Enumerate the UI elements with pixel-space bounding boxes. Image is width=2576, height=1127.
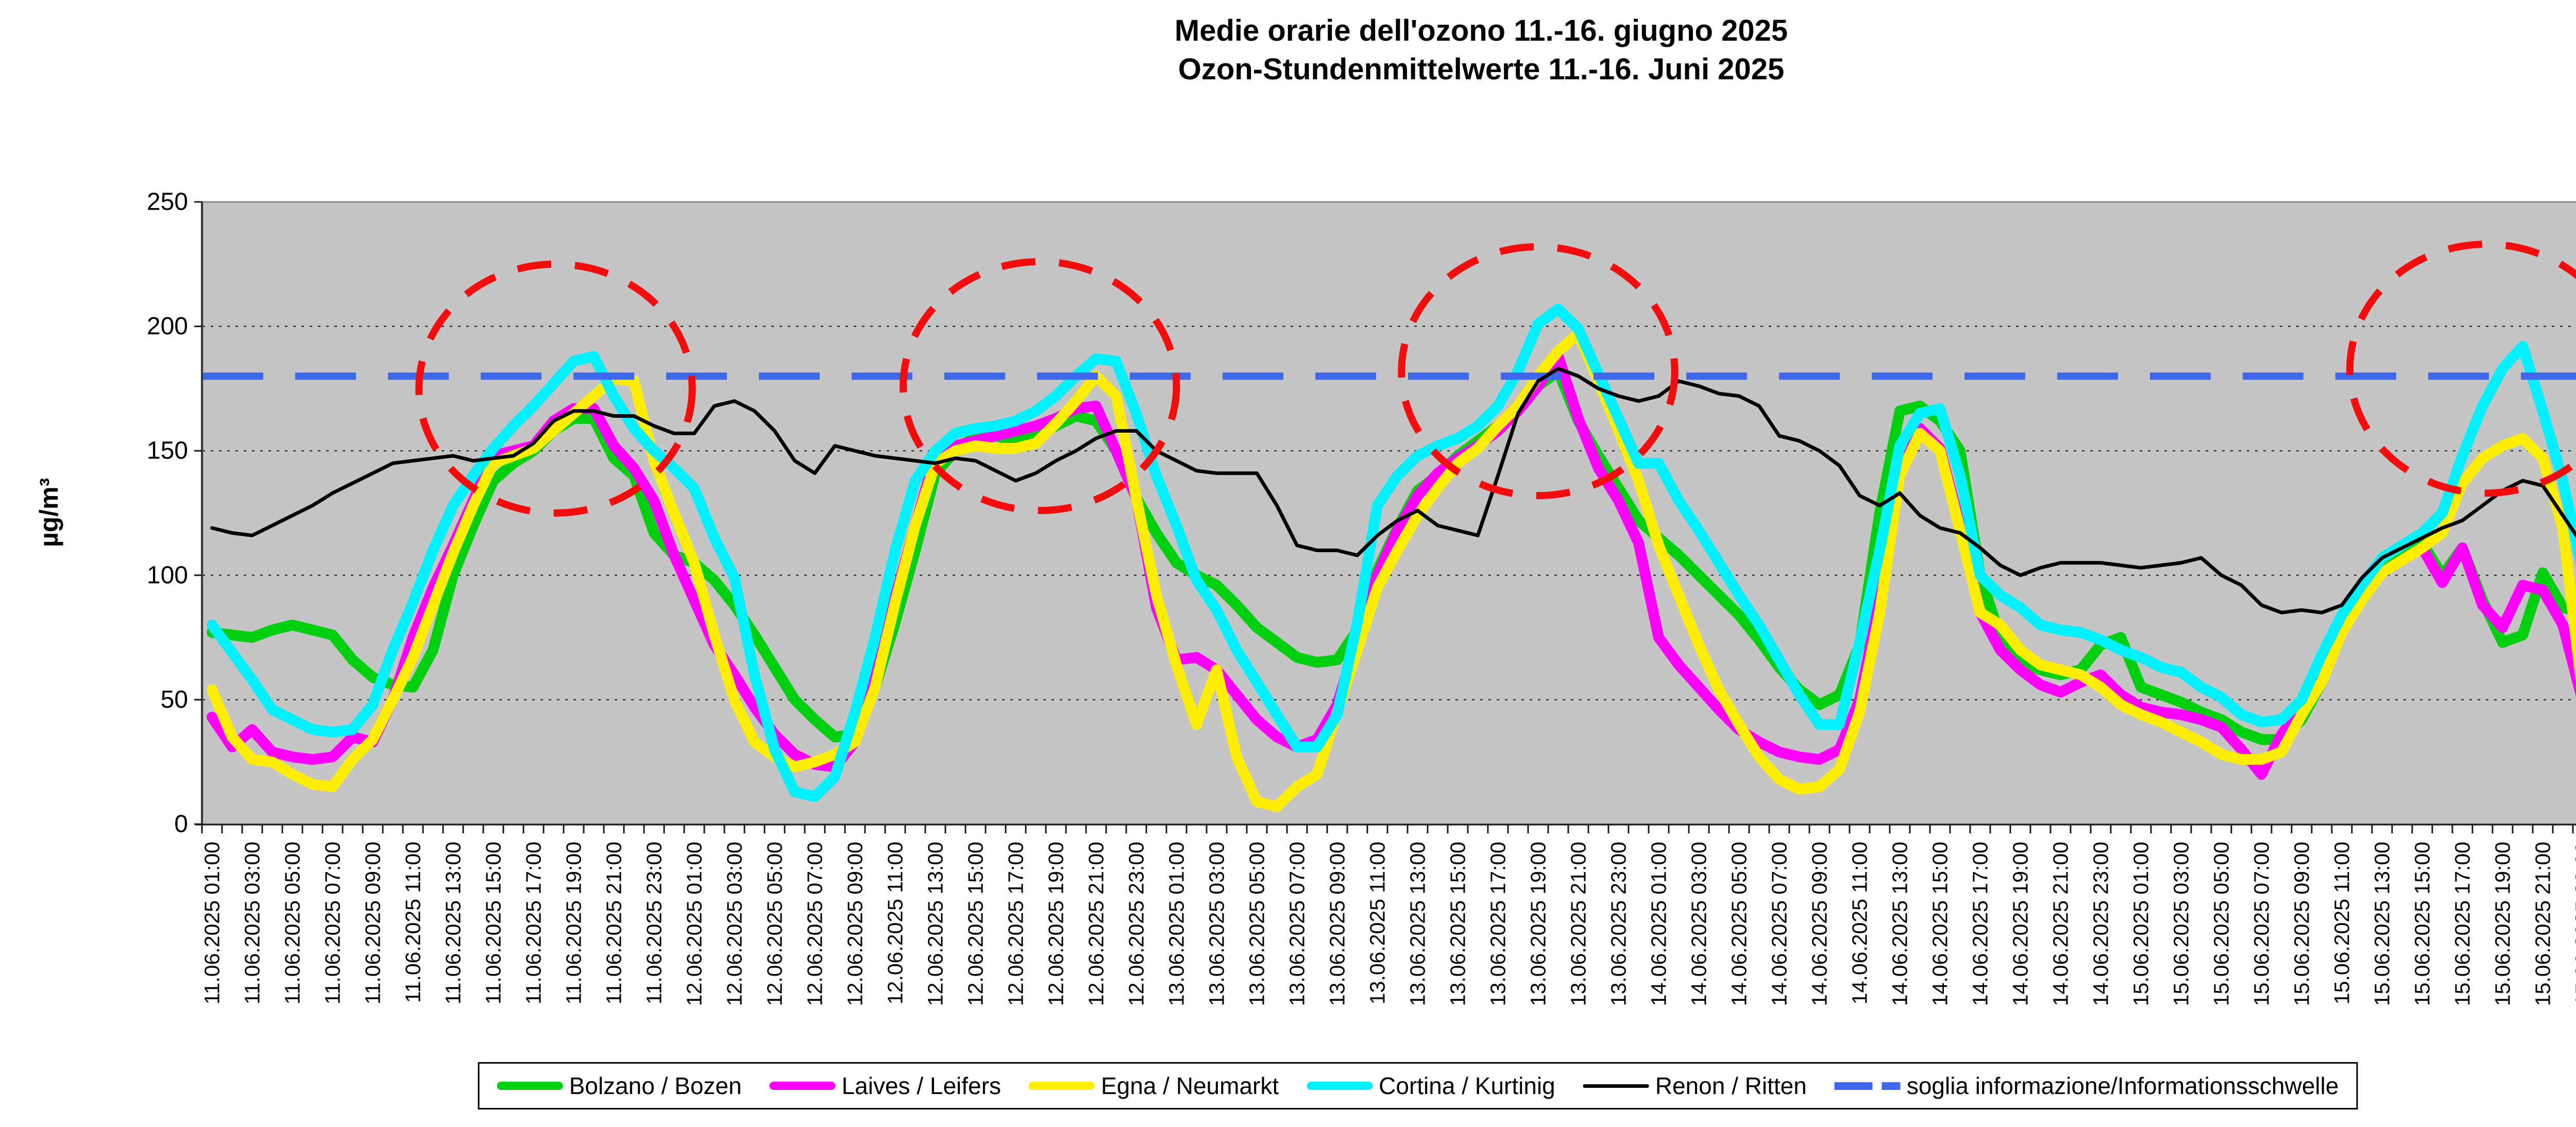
x-tick-label: 13.06.2025 21:00 bbox=[1567, 842, 1590, 1006]
series-line-egna-neumarkt bbox=[207, 328, 2576, 812]
legend-line-marker bbox=[1307, 1082, 1373, 1090]
x-tick-label: 11.06.2025 13:00 bbox=[442, 842, 465, 1004]
y-tick-label: 100 bbox=[147, 561, 188, 589]
legend-item-bolzano-bozen-label: Bolzano / Bozen bbox=[569, 1072, 742, 1099]
legend-dashed-line-marker bbox=[1834, 1082, 1901, 1090]
plot-area bbox=[201, 201, 2576, 825]
x-tick-label: 13.06.2025 07:00 bbox=[1285, 842, 1309, 1006]
x-tick-label: 12.06.2025 09:00 bbox=[843, 842, 867, 1006]
x-tick-label: 14.06.2025 07:00 bbox=[1768, 842, 1791, 1006]
x-tick-label: 15.06.2025 09:00 bbox=[2290, 842, 2314, 1006]
x-tick-label: 13.06.2025 19:00 bbox=[1527, 842, 1550, 1006]
x-tick-label: 13.06.2025 17:00 bbox=[1486, 842, 1510, 1006]
x-tick-label: 12.06.2025 01:00 bbox=[683, 842, 706, 1006]
x-tick-label: 12.06.2025 07:00 bbox=[803, 842, 827, 1006]
x-tick-label: 15.06.2025 23:00 bbox=[2571, 842, 2576, 1006]
x-tick-label: 15.06.2025 11:00 bbox=[2330, 842, 2354, 1004]
x-tick-label: 14.06.2025 17:00 bbox=[1969, 842, 1992, 1006]
x-tick-label: 11.06.2025 21:00 bbox=[602, 842, 626, 1004]
x-tick-label: 13.06.2025 01:00 bbox=[1165, 842, 1189, 1006]
x-tick-label: 11.06.2025 23:00 bbox=[642, 842, 666, 1004]
highlight-ellipse-3 bbox=[1398, 243, 1679, 500]
x-tick-label: 14.06.2025 15:00 bbox=[1928, 842, 1952, 1006]
x-tick-label: 15.06.2025 15:00 bbox=[2411, 842, 2434, 1006]
x-tick-label: 11.06.2025 17:00 bbox=[522, 842, 546, 1004]
chart-legend: Bolzano / Bozen Laives / Leifers Egna / Ne… bbox=[478, 1062, 2358, 1109]
x-tick-label: 12.06.2025 19:00 bbox=[1044, 842, 1068, 1006]
x-tick-label: 11.06.2025 07:00 bbox=[321, 842, 345, 1004]
x-tick-label: 11.06.2025 11:00 bbox=[401, 842, 425, 1003]
legend-item-laives-leifers-label: Laives / Leifers bbox=[841, 1072, 1001, 1099]
x-tick-label: 14.06.2025 01:00 bbox=[1647, 842, 1671, 1006]
x-tick-label: 15.06.2025 03:00 bbox=[2170, 842, 2193, 1006]
legend-item-cortina-kurtinig: Cortina / Kurtinig bbox=[1307, 1072, 1555, 1100]
x-tick-label: 11.06.2025 15:00 bbox=[482, 842, 505, 1004]
x-tick-label: 14.06.2025 21:00 bbox=[2049, 842, 2073, 1006]
legend-item-bolzano-bozen: Bolzano / Bozen bbox=[497, 1072, 742, 1100]
x-tick-label: 15.06.2025 13:00 bbox=[2370, 842, 2394, 1006]
legend-line-marker bbox=[769, 1082, 836, 1090]
x-tick-label: 15.06.2025 01:00 bbox=[2129, 842, 2153, 1006]
legend-item-renon-ritten: Renon / Ritten bbox=[1583, 1072, 1807, 1100]
x-tick-label: 12.06.2025 21:00 bbox=[1084, 842, 1108, 1006]
legend-item-egna-neumarkt-label: Egna / Neumarkt bbox=[1100, 1072, 1279, 1099]
legend-line-marker bbox=[1028, 1082, 1095, 1090]
y-tick-label: 0 bbox=[174, 811, 188, 838]
x-tick-label: 14.06.2025 05:00 bbox=[1727, 842, 1751, 1006]
series-line-renon-ritten bbox=[210, 367, 2576, 614]
highlight-ellipse-4 bbox=[2346, 241, 2576, 497]
chart-title-line-italian: Medie orarie dell'ozono 11.-16. giugno 2… bbox=[1174, 14, 1788, 47]
x-tick-label: 13.06.2025 13:00 bbox=[1406, 842, 1430, 1006]
legend-item-threshold-label: soglia informazione/Informationsschwelle bbox=[1906, 1072, 2339, 1099]
x-tick-label: 12.06.2025 11:00 bbox=[884, 842, 907, 1004]
x-tick-label: 14.06.2025 13:00 bbox=[1888, 842, 1912, 1006]
y-tick-label: 50 bbox=[161, 686, 188, 713]
x-tick-label: 12.06.2025 15:00 bbox=[964, 842, 988, 1006]
x-tick-label: 12.06.2025 17:00 bbox=[1004, 842, 1028, 1006]
legend-item-laives-leifers: Laives / Leifers bbox=[769, 1072, 1001, 1100]
x-tick-label: 11.06.2025 09:00 bbox=[361, 842, 385, 1004]
x-tick-label: 15.06.2025 17:00 bbox=[2451, 842, 2475, 1006]
x-tick-label: 15.06.2025 05:00 bbox=[2210, 842, 2233, 1006]
highlight-ellipse-2 bbox=[900, 258, 1180, 515]
y-tick-label: 250 bbox=[147, 189, 188, 216]
chart-title: Medie orarie dell'ozono 11.-16. giugno 2… bbox=[206, 11, 2576, 89]
x-tick-label: 11.06.2025 01:00 bbox=[200, 842, 224, 1004]
x-tick-label: 12.06.2025 23:00 bbox=[1125, 842, 1148, 1006]
x-tick-label: 12.06.2025 05:00 bbox=[763, 842, 787, 1006]
x-tick-label: 15.06.2025 19:00 bbox=[2491, 842, 2515, 1006]
x-tick-label: 13.06.2025 05:00 bbox=[1245, 842, 1269, 1006]
series-line-cortina-kurtinig bbox=[207, 303, 2576, 802]
legend-item-egna-neumarkt: Egna / Neumarkt bbox=[1028, 1072, 1279, 1100]
x-tick-label: 14.06.2025 03:00 bbox=[1687, 842, 1711, 1006]
x-tick-label: 13.06.2025 03:00 bbox=[1205, 842, 1229, 1006]
legend-item-threshold: soglia informazione/Informationsschwelle bbox=[1834, 1072, 2339, 1100]
x-tick-label: 15.06.2025 21:00 bbox=[2531, 842, 2555, 1006]
x-tick-label: 15.06.2025 07:00 bbox=[2250, 842, 2274, 1006]
x-tick-label: 11.06.2025 03:00 bbox=[241, 842, 264, 1004]
x-tick-label: 11.06.2025 19:00 bbox=[562, 842, 586, 1004]
legend-line-marker bbox=[497, 1082, 563, 1090]
x-tick-label: 12.06.2025 03:00 bbox=[723, 842, 747, 1006]
y-tick-label: 200 bbox=[147, 313, 188, 340]
y-tick-label: 150 bbox=[147, 437, 188, 465]
x-tick-label: 11.06.2025 05:00 bbox=[281, 842, 304, 1004]
legend-item-cortina-kurtinig-label: Cortina / Kurtinig bbox=[1379, 1072, 1555, 1099]
legend-item-renon-ritten-label: Renon / Ritten bbox=[1655, 1072, 1807, 1099]
x-tick-label: 13.06.2025 09:00 bbox=[1326, 842, 1349, 1006]
x-tick-label: 14.06.2025 19:00 bbox=[2009, 842, 2032, 1006]
highlight-ellipse-1 bbox=[415, 260, 696, 517]
x-tick-label: 14.06.2025 09:00 bbox=[1808, 842, 1832, 1006]
chart-title-line-german: Ozon-Stundenmittelwerte 11.-16. Juni 202… bbox=[1178, 53, 1785, 87]
x-tick-label: 13.06.2025 11:00 bbox=[1366, 842, 1389, 1004]
x-tick-label: 12.06.2025 13:00 bbox=[924, 842, 947, 1006]
x-tick-label: 13.06.2025 23:00 bbox=[1607, 842, 1631, 1006]
x-tick-label: 13.06.2025 15:00 bbox=[1446, 842, 1470, 1006]
x-tick-label: 14.06.2025 11:00 bbox=[1848, 842, 1872, 1004]
legend-line-marker bbox=[1583, 1084, 1649, 1088]
x-tick-label: 14.06.2025 23:00 bbox=[2089, 842, 2113, 1006]
